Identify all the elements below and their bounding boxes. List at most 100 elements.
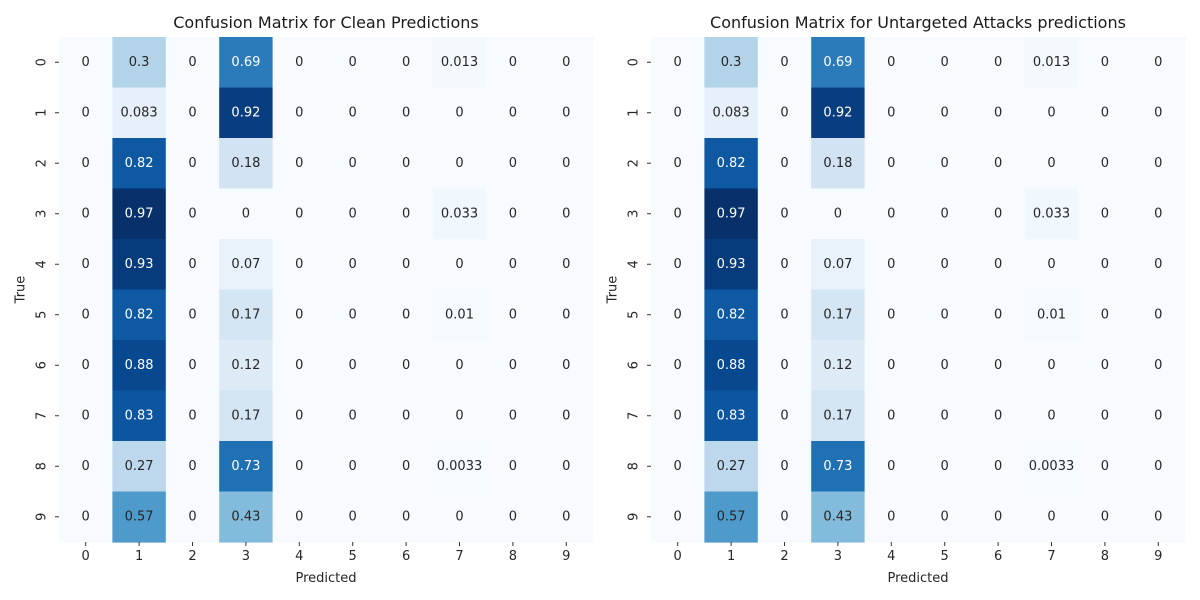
heatmap-cell	[1078, 390, 1133, 442]
x-axis-label: Predicted	[887, 571, 948, 586]
heatmap-cell	[864, 491, 919, 543]
heatmap-cell	[1078, 340, 1133, 392]
heatmap-panel-0: 0 0.3 0 0.69 0 0 0 0.013 0 00 0.083 0 0.92 0 0 0 0 0 00 0.8…	[14, 13, 594, 586]
cell-value-label: 0	[509, 55, 517, 70]
cell-value-label: 0	[455, 358, 463, 373]
heatmap-cell	[864, 138, 919, 190]
heatmap-cell	[704, 87, 759, 139]
cell-value-label: 0.033	[441, 206, 478, 221]
cell-value-label: 0.82	[717, 156, 746, 171]
cell-value-label: 0	[295, 459, 303, 474]
cell-value-label: 0	[188, 307, 196, 322]
y-tick-label: 8	[627, 462, 642, 470]
cell-value-label: 0	[674, 105, 682, 120]
heatmap-cell	[864, 441, 919, 493]
cell-value-label: 0	[941, 257, 949, 272]
cell-value-label: 0	[82, 307, 90, 322]
cell-value-label: 0	[941, 55, 949, 70]
heatmap-cell	[918, 87, 972, 139]
cell-value-label: 0	[887, 358, 895, 373]
x-tick-label: 4	[887, 549, 895, 564]
heatmap-cell	[651, 390, 705, 442]
heatmap-cell	[1024, 188, 1079, 240]
cell-value-label: 0	[295, 509, 303, 524]
cell-value-label: 0	[349, 206, 357, 221]
heatmap-cell	[1078, 188, 1133, 240]
heatmap-cell	[971, 289, 1026, 341]
cell-value-label: 0.88	[125, 358, 154, 373]
cell-value-label: 0	[188, 509, 196, 524]
cell-value-label: 0.57	[125, 509, 154, 524]
cell-value-label: 0	[402, 459, 410, 474]
cell-value-label: 0	[941, 459, 949, 474]
cell-value-label: 0	[1154, 459, 1162, 474]
cell-value-label: 0.97	[717, 206, 746, 221]
cell-value-label: 0	[887, 257, 895, 272]
x-tick-label: 8	[509, 549, 517, 564]
cell-value-label: 0	[562, 55, 570, 70]
heatmap-cell	[1131, 390, 1186, 442]
cell-value-label: 0.07	[231, 257, 260, 272]
heatmap-cell	[326, 491, 380, 543]
cell-value-label: 0	[887, 509, 895, 524]
cell-value-label: 0	[941, 509, 949, 524]
heatmap-cell	[918, 390, 972, 442]
heatmap-cell	[811, 37, 866, 89]
heatmap-cell	[864, 87, 919, 139]
x-tick-label: 4	[295, 549, 303, 564]
heatmap-cell	[219, 289, 274, 341]
heatmap-cell	[757, 239, 812, 291]
cell-value-label: 0.013	[1033, 55, 1070, 70]
heatmap-cell	[272, 37, 327, 89]
heatmap-cell	[59, 37, 113, 89]
x-tick-label: 7	[1047, 549, 1055, 564]
x-tick-label: 1	[727, 549, 735, 564]
cell-value-label: 0.17	[823, 307, 852, 322]
cell-value-label: 0	[349, 459, 357, 474]
cell-value-label: 0	[1154, 307, 1162, 322]
heatmap-cell	[1078, 289, 1133, 341]
heatmap-cell	[486, 289, 541, 341]
y-tick-label: 6	[35, 361, 50, 369]
heatmap-cell	[918, 289, 972, 341]
y-tick-label: 3	[35, 210, 50, 218]
cell-value-label: 0	[941, 408, 949, 423]
cell-value-label: 0	[509, 509, 517, 524]
heatmap-cell	[379, 289, 434, 341]
heatmap-cell	[1131, 239, 1186, 291]
heatmap-cell	[757, 188, 812, 240]
cell-value-label: 0	[674, 55, 682, 70]
heatmap-cell	[918, 188, 972, 240]
cell-value-label: 0	[941, 307, 949, 322]
heatmap-cell	[272, 188, 327, 240]
heatmap-cell	[651, 441, 705, 493]
cell-value-label: 0.17	[231, 408, 260, 423]
heatmap-cell	[811, 239, 866, 291]
cell-value-label: 0.27	[717, 459, 746, 474]
cell-value-label: 0	[780, 156, 788, 171]
cell-value-label: 0.93	[125, 257, 154, 272]
cell-value-label: 0	[242, 206, 250, 221]
cell-value-label: 0.83	[125, 408, 154, 423]
cell-value-label: 0	[455, 408, 463, 423]
heatmap-cell	[112, 289, 167, 341]
x-tick-label: 5	[941, 549, 949, 564]
cell-value-label: 0	[82, 257, 90, 272]
heatmap-cell	[326, 87, 380, 139]
heatmap-cell	[59, 390, 113, 442]
cell-value-label: 0	[349, 408, 357, 423]
cell-value-label: 0	[780, 459, 788, 474]
cell-value-label: 0	[1101, 307, 1109, 322]
heatmap-cell	[432, 37, 487, 89]
cell-value-label: 0	[887, 307, 895, 322]
cell-value-label: 0	[188, 55, 196, 70]
cell-value-label: 0	[674, 156, 682, 171]
cell-value-label: 0	[509, 459, 517, 474]
y-tick-label: 6	[627, 361, 642, 369]
heatmap-cell	[326, 340, 380, 392]
cell-value-label: 0	[455, 105, 463, 120]
heatmap-cell	[1024, 441, 1079, 493]
heatmap-cell	[379, 87, 434, 139]
cell-value-label: 0	[295, 307, 303, 322]
cell-value-label: 0	[780, 307, 788, 322]
